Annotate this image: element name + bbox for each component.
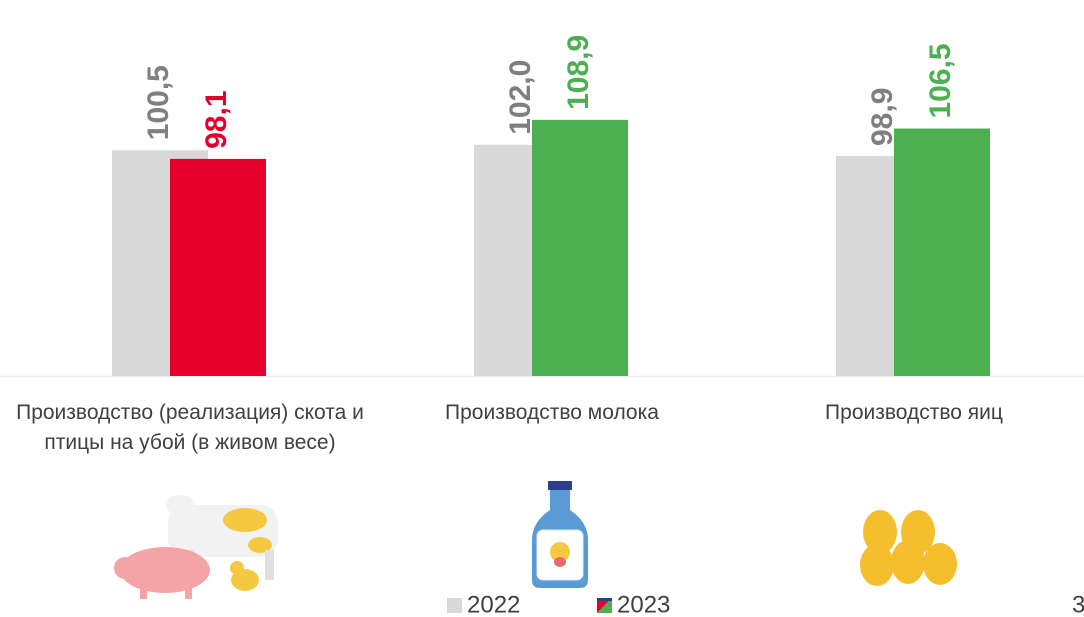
- legend-label: 2023: [617, 591, 670, 617]
- value-label: 98,1: [200, 90, 233, 148]
- livestock-icon: [114, 495, 278, 599]
- slide: 2022 2023 3 100,5 102,0 98,9 98,1 108,9 106,5…: [0, 0, 1084, 617]
- value-label: 108,9: [562, 35, 595, 110]
- legend-marker: [447, 598, 462, 613]
- legend-marker: [597, 598, 612, 613]
- category-label: Производство яиц: [734, 398, 1084, 428]
- bar: [894, 129, 990, 376]
- eggs-icon: [860, 510, 957, 586]
- legend-label: 2022: [467, 591, 520, 617]
- value-label: 106,5: [924, 43, 957, 118]
- value-label: 100,5: [142, 65, 175, 140]
- chart: 2022 2023 3 100,5 102,0 98,9 98,1 108,9 106,5: [0, 0, 1084, 617]
- bar: [532, 120, 628, 376]
- category-label: Производство молока: [372, 398, 732, 428]
- milk-icon: [532, 481, 588, 588]
- page-number: 3: [1072, 591, 1084, 617]
- category-label: Производство (реализация) скота и птицы …: [10, 398, 370, 458]
- value-label: 102,0: [504, 60, 537, 135]
- value-label: 98,9: [866, 88, 899, 146]
- bar: [170, 159, 266, 376]
